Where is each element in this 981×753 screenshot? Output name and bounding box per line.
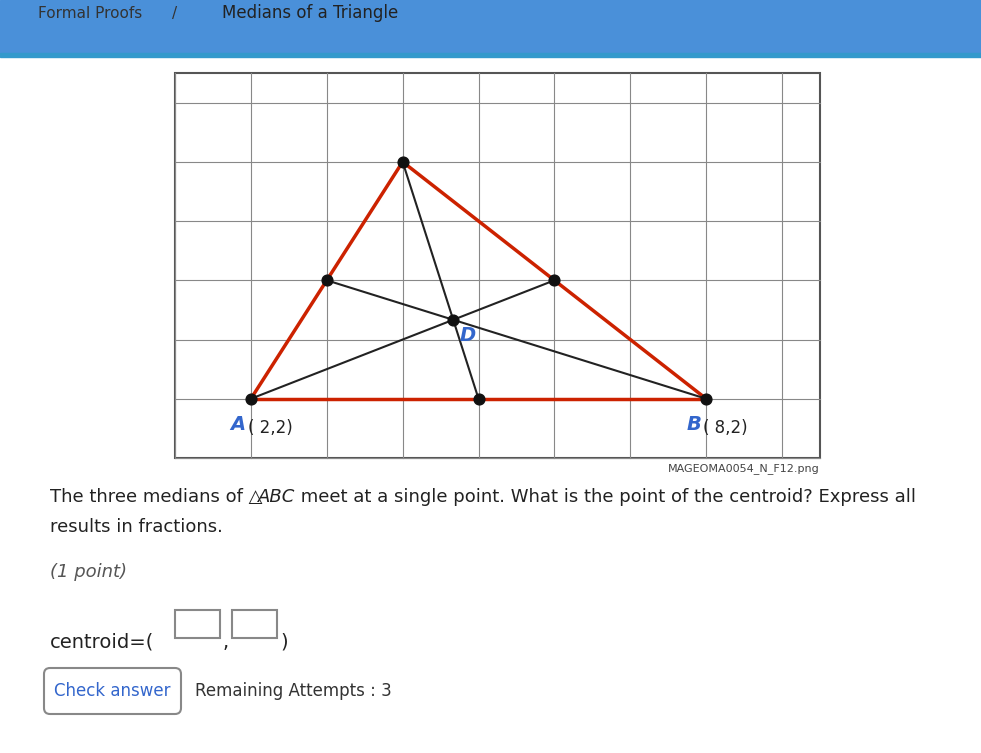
Text: MAGEOMA0054_N_F12.png: MAGEOMA0054_N_F12.png [668,463,820,474]
Text: results in fractions.: results in fractions. [50,518,223,536]
Text: ): ) [280,633,287,652]
Text: ( 8,2): ( 8,2) [703,419,748,437]
Point [243,393,259,405]
Text: meet at a single point. What is the point of the centroid? Express all: meet at a single point. What is the poin… [295,488,916,506]
Bar [175,610,220,638]
Text: The three medians of △: The three medians of △ [50,488,263,506]
Bar [232,610,277,638]
Text: Formal Proofs: Formal Proofs [38,5,142,20]
Text: centroid=(: centroid=( [50,633,154,652]
Text: ABC: ABC [258,488,295,506]
Point [546,274,562,286]
Text: Medians of a Triangle: Medians of a Triangle [222,4,398,22]
Text: D: D [459,326,476,345]
Text: Remaining Attempts : 3: Remaining Attempts : 3 [195,682,391,700]
Text: /: / [173,5,178,20]
Text: Check answer: Check answer [54,682,171,700]
Bar [175,73,820,458]
Point [698,393,714,405]
Point [445,314,461,326]
Text: ,: , [223,633,230,652]
Text: B: B [687,415,701,434]
Bar [0,53,981,57]
Point [319,274,335,286]
Text: (1 point): (1 point) [50,563,127,581]
Bar [0,0,981,53]
Text: ( 2,2): ( 2,2) [248,419,292,437]
FancyBboxPatch shape [44,668,181,714]
Text: A: A [231,415,246,434]
Point [394,156,410,168]
Point [471,393,487,405]
